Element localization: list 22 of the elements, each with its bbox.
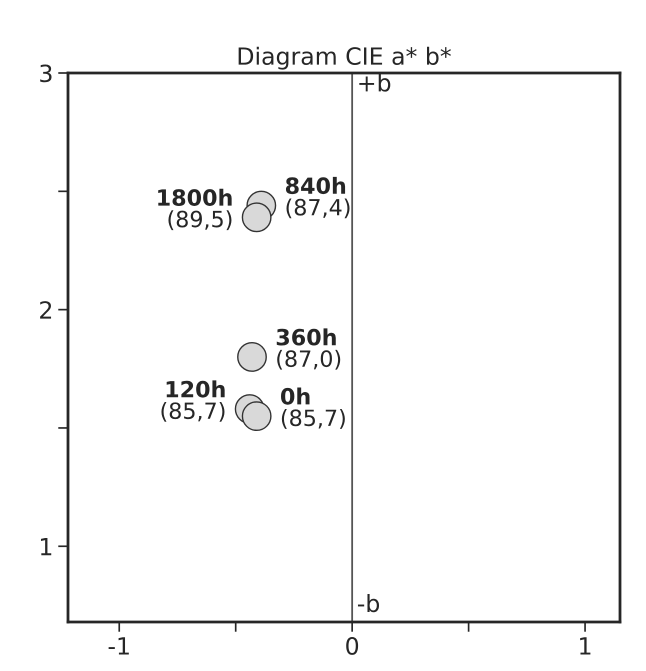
series-label: 360h bbox=[276, 328, 336, 346]
x-tick-label: 0 bbox=[346, 637, 358, 655]
series-label: 1800h bbox=[158, 188, 232, 206]
series-label: 0h bbox=[281, 388, 310, 405]
series-label: 120h bbox=[166, 380, 225, 398]
chart-title: Diagram CIE a* b* bbox=[238, 46, 451, 70]
point bbox=[237, 342, 267, 372]
point bbox=[242, 202, 272, 232]
annotation: -b bbox=[358, 594, 380, 612]
y-tick-label: 3 bbox=[40, 64, 52, 82]
y-tick-label: 2 bbox=[40, 301, 52, 319]
point bbox=[242, 401, 272, 432]
annotation: (89,5) bbox=[168, 210, 232, 230]
annotation: (87,4) bbox=[286, 198, 350, 218]
series-label: 840h bbox=[286, 176, 346, 194]
annotation: (85,7) bbox=[161, 402, 224, 422]
y-tick-label: 1 bbox=[40, 538, 52, 556]
x-tick-label: -1 bbox=[108, 637, 129, 655]
annotation: (85,7) bbox=[282, 409, 345, 429]
x-tick-label: 1 bbox=[580, 637, 590, 655]
annotation: (87,0) bbox=[277, 350, 340, 370]
annotation: +b bbox=[359, 73, 390, 92]
